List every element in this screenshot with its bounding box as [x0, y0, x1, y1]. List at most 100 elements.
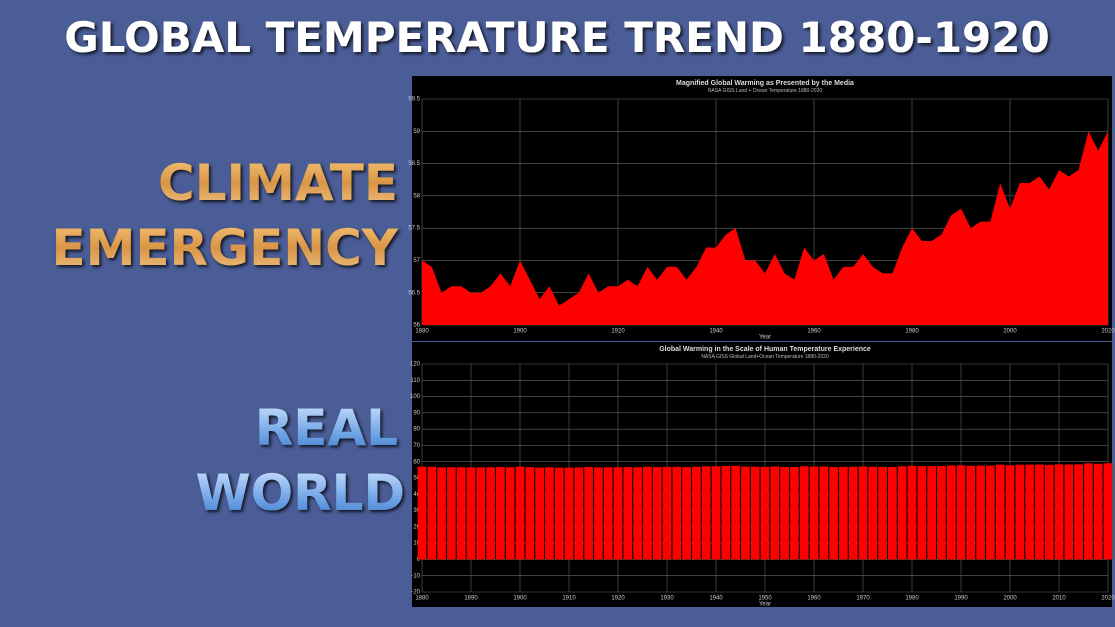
side-label: CLIMATE: [158, 154, 398, 212]
bar: [662, 466, 672, 560]
bar: [505, 467, 515, 560]
bar: [1044, 464, 1054, 560]
bar: [829, 467, 838, 560]
x-tick-label: 1980: [905, 596, 919, 602]
bar: [554, 467, 564, 560]
bar: [956, 465, 966, 560]
bar: [1015, 464, 1025, 560]
y-tick-label: 57.5: [408, 226, 420, 232]
bar: [525, 467, 535, 560]
bar: [848, 466, 858, 560]
bar: [917, 466, 927, 560]
x-tick-label: 1920: [611, 329, 625, 335]
y-tick-label: 50: [413, 476, 420, 482]
bar: [907, 465, 917, 560]
y-tick-label: 70: [413, 443, 420, 449]
y-tick-label: 60: [413, 459, 420, 465]
y-tick-label: 56.5: [408, 290, 420, 296]
y-tick-label: 58.5: [408, 161, 420, 167]
bar: [613, 467, 623, 560]
bar: [966, 465, 976, 560]
bar: [858, 466, 868, 560]
x-tick-label: 1880: [415, 329, 429, 335]
bar: [437, 467, 446, 560]
bar: [995, 464, 1005, 560]
y-tick-label: 59.5: [408, 97, 420, 103]
bar: [594, 467, 603, 560]
x-tick-label: 1890: [464, 596, 478, 602]
x-axis-label: Year: [759, 602, 771, 608]
bar: [564, 467, 574, 560]
y-tick-label: 0: [417, 557, 421, 563]
bar: [721, 465, 731, 560]
bar: [819, 466, 829, 560]
bar: [545, 467, 554, 560]
bar: [1103, 463, 1113, 560]
bar: [809, 466, 819, 560]
bar: [701, 466, 711, 560]
bar: [946, 465, 956, 560]
bar: [1005, 465, 1015, 560]
chart-title: Magnified Global Warming as Presented by…: [676, 80, 854, 87]
chart-title: Global Warming in the Scale of Human Tem…: [659, 346, 871, 353]
bar: [770, 466, 780, 560]
x-tick-label: 1910: [562, 596, 576, 602]
y-tick-label: 30: [413, 508, 420, 514]
slide-title: GLOBAL TEMPERATURE TREND 1880-1920: [64, 13, 1049, 62]
x-tick-label: 1900: [513, 596, 527, 602]
y-tick-label: 100: [410, 394, 421, 400]
bar: [1054, 464, 1064, 560]
x-tick-label: 1920: [611, 596, 625, 602]
x-tick-label: 1900: [513, 329, 527, 335]
x-tick-label: 1950: [758, 596, 772, 602]
bar: [447, 467, 456, 560]
bar: [456, 467, 466, 560]
bar: [711, 466, 721, 560]
bar: [672, 466, 682, 560]
x-tick-label: 2000: [1003, 329, 1017, 335]
x-tick-label: 1960: [807, 596, 821, 602]
bar: [1084, 463, 1093, 560]
bar: [682, 467, 691, 560]
y-tick-label: 10: [413, 541, 420, 547]
bar: [584, 466, 593, 560]
bar: [1025, 464, 1034, 560]
x-tick-label: 1980: [905, 329, 919, 335]
bar: [496, 466, 505, 560]
bar: [760, 466, 770, 560]
bar: [603, 467, 613, 560]
chart-subtitle: NASA GISS Global Land+Ocean Temperature …: [701, 354, 829, 360]
bar: [486, 467, 495, 560]
bar: [1064, 464, 1074, 560]
y-tick-label: 56: [413, 323, 420, 329]
bar: [466, 467, 476, 560]
area: [422, 131, 1108, 325]
bar: [839, 466, 848, 560]
bar: [878, 466, 887, 560]
x-tick-label: 1960: [807, 329, 821, 335]
bar: [633, 467, 642, 560]
y-tick-label: -20: [411, 590, 420, 596]
side-label: REAL: [255, 399, 398, 457]
y-tick-label: 20: [413, 524, 420, 530]
x-axis-label: Year: [759, 335, 771, 341]
bar: [692, 466, 701, 560]
bar: [986, 465, 995, 560]
y-tick-label: 59: [413, 129, 420, 135]
x-tick-label: 2010: [1052, 596, 1066, 602]
chart-subtitle: NASA GISS Land + Ocean Temperature 1880-…: [708, 88, 823, 94]
bar: [927, 466, 936, 560]
bar: [897, 466, 907, 560]
y-tick-label: 40: [413, 492, 420, 498]
x-tick-label: 1930: [660, 596, 674, 602]
bar: [976, 465, 985, 560]
bar: [515, 466, 525, 560]
bar: [652, 467, 662, 560]
y-tick-label: 90: [413, 410, 420, 416]
x-tick-label: 2000: [1003, 596, 1017, 602]
y-tick-label: 80: [413, 427, 420, 433]
bar: [1093, 463, 1103, 560]
bar: [1035, 464, 1044, 560]
x-tick-label: 1940: [709, 596, 723, 602]
